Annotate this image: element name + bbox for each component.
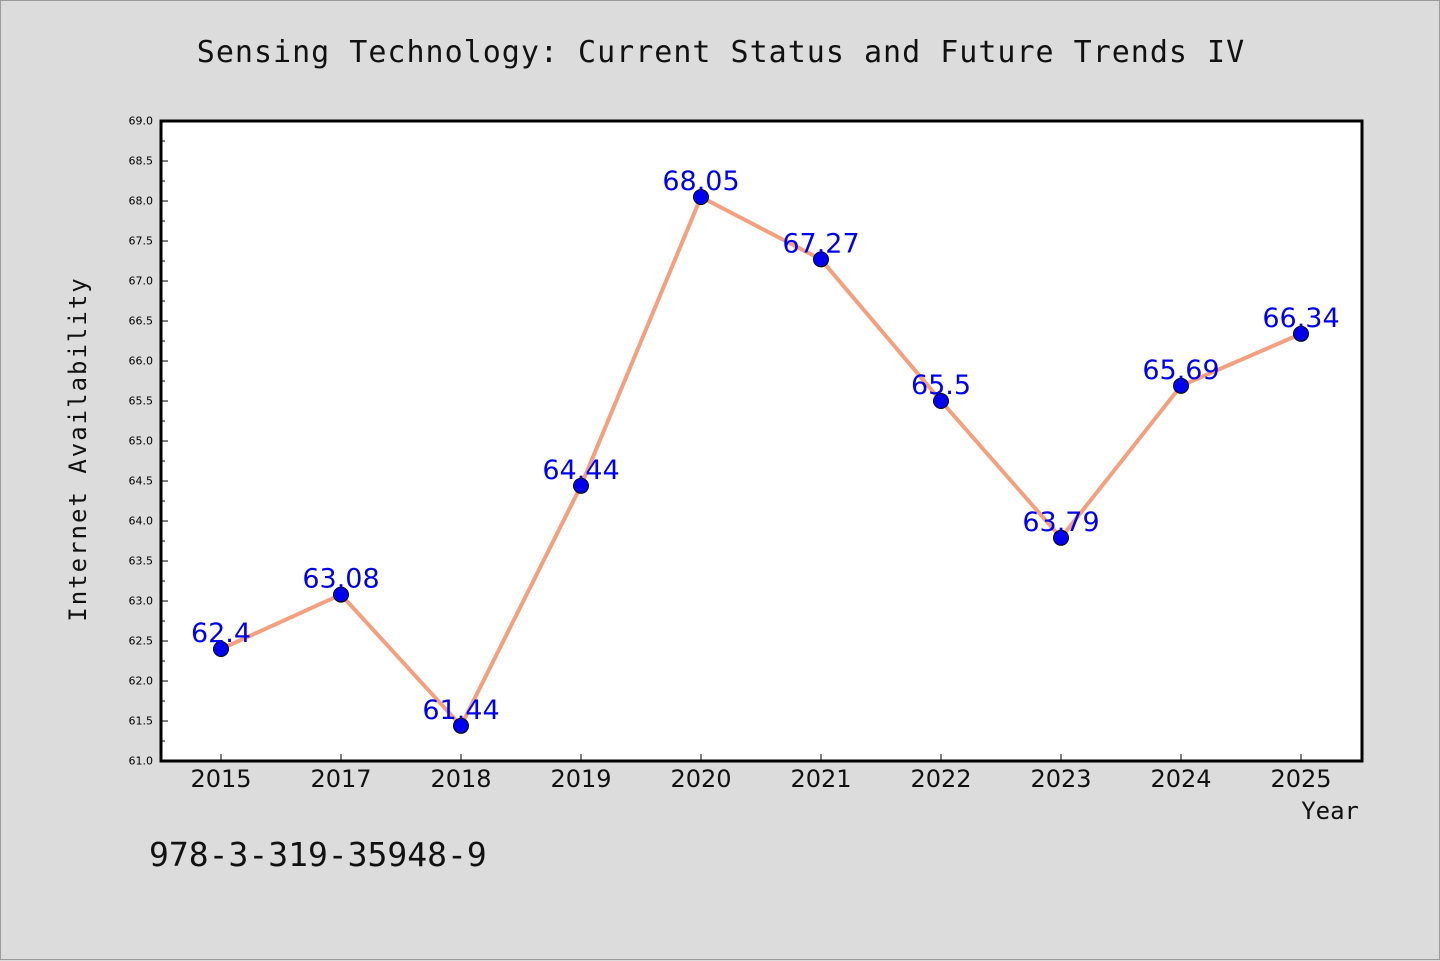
y-tick-label: 65.5 bbox=[129, 395, 154, 408]
data-point bbox=[453, 717, 469, 734]
x-tick-label: 2025 bbox=[1270, 765, 1331, 793]
data-point bbox=[1293, 325, 1309, 342]
series-line bbox=[219, 195, 1303, 728]
x-tick-label: 2019 bbox=[550, 765, 611, 793]
x-tick-label: 2021 bbox=[790, 765, 851, 793]
data-point bbox=[933, 393, 949, 409]
isbn-annotation: 978-3-319-35948-9 bbox=[149, 835, 487, 874]
x-axis-ticks: 2015 2017 2018 2019 2020 2021 2022 2023 2024 2025 bbox=[190, 754, 1332, 793]
y-tick-label: 61.5 bbox=[129, 715, 154, 728]
y-tick-label: 68.5 bbox=[129, 155, 154, 168]
data-label: 68.05 bbox=[662, 166, 739, 197]
data-point bbox=[573, 477, 589, 494]
data-label: 62.4 bbox=[191, 618, 251, 649]
data-point bbox=[693, 189, 709, 205]
data-label: 64.44 bbox=[542, 455, 619, 486]
y-tick-label: 65.0 bbox=[129, 435, 154, 448]
x-tick-label: 2018 bbox=[430, 765, 491, 793]
x-tick-label: 2024 bbox=[1150, 765, 1211, 793]
y-tick-label: 63.0 bbox=[129, 595, 154, 608]
data-label: 65.5 bbox=[911, 370, 971, 401]
data-point bbox=[213, 641, 229, 657]
data-point bbox=[1173, 377, 1189, 394]
data-markers bbox=[213, 189, 1309, 734]
data-point bbox=[813, 251, 829, 268]
x-tick-label: 2023 bbox=[1030, 765, 1091, 793]
x-tick-label: 2017 bbox=[310, 765, 371, 793]
data-point bbox=[1053, 529, 1069, 546]
data-label: 63.79 bbox=[1022, 507, 1099, 538]
data-label: 61.44 bbox=[422, 695, 499, 726]
x-tick-label: 2022 bbox=[910, 765, 971, 793]
data-label: 63.08 bbox=[302, 564, 379, 595]
y-tick-label: 62.5 bbox=[129, 635, 154, 648]
data-label: 65.69 bbox=[1142, 355, 1219, 386]
y-tick-label: 67.5 bbox=[129, 235, 154, 248]
y-tick-label: 64.0 bbox=[129, 515, 154, 528]
plot-area bbox=[159, 119, 1364, 763]
y-tick-label: 62.0 bbox=[129, 675, 154, 688]
data-labels: 62.4 63.08 61.44 64.44 68.05 67.27 65.5 63.79 65… bbox=[191, 166, 1340, 726]
data-label: 66.34 bbox=[1262, 303, 1339, 334]
y-tick-label: 64.5 bbox=[129, 475, 154, 488]
data-label: 67.27 bbox=[782, 228, 859, 259]
y-axis-ticks: 61.0 61.5 62.0 62.5 63.0 63.5 64.0 64.5 65.0 65.5… bbox=[129, 115, 168, 768]
y-axis-label: Internet Availability bbox=[64, 276, 92, 622]
x-tick-label: 2015 bbox=[190, 765, 251, 793]
y-tick-label: 68.0 bbox=[129, 195, 154, 208]
chart-title: Sensing Technology: Current Status and F… bbox=[196, 35, 1246, 70]
y-tick-label: 69.0 bbox=[129, 115, 154, 128]
y-tick-label: 61.0 bbox=[129, 755, 154, 768]
y-tick-label: 66.5 bbox=[129, 315, 154, 328]
x-axis-label: Year bbox=[1301, 797, 1359, 825]
y-tick-label: 63.5 bbox=[129, 555, 154, 568]
y-tick-label: 66.0 bbox=[129, 355, 154, 368]
y-tick-label: 67.0 bbox=[129, 275, 154, 288]
x-tick-label: 2020 bbox=[670, 765, 731, 793]
data-point bbox=[333, 586, 349, 603]
